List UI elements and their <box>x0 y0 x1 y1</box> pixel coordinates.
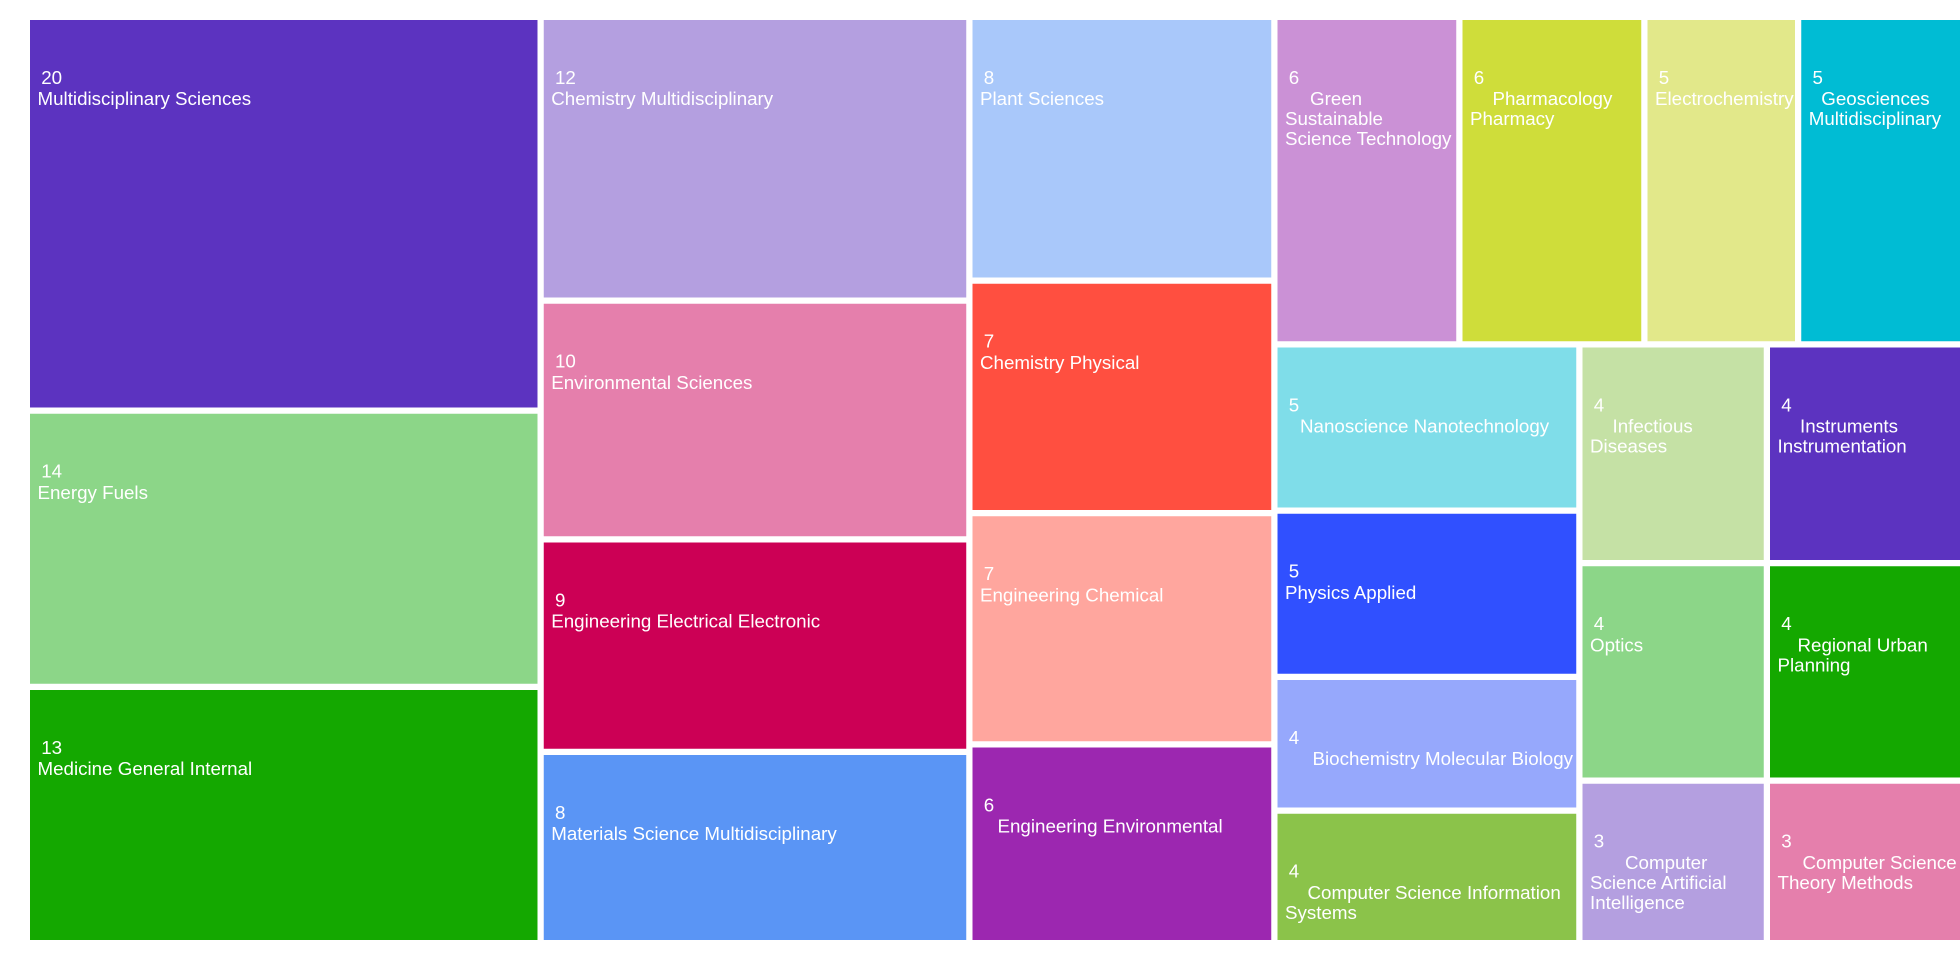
cell-value-label: 20 <box>41 67 63 89</box>
cell-category-label: Regional Urban Planning <box>1777 635 1928 677</box>
treemap-cell[interactable]: 4 Optics <box>1582 566 1764 778</box>
treemap-cell[interactable]: 5 Electrochemistry <box>1647 20 1795 342</box>
cell-category-label: Instruments Instrumentation <box>1777 416 1907 458</box>
cell-value-label: 3 <box>1593 831 1605 853</box>
cell-value-label: 4 <box>1288 727 1300 749</box>
cell-category-label: Pharmacology Pharmacy <box>1470 88 1613 130</box>
treemap-cell[interactable]: 4 Infectious Diseases <box>1582 347 1764 560</box>
cell-value-label: 13 <box>41 737 63 759</box>
cell-category-label: Multidisciplinary Sciences <box>37 88 252 110</box>
cell-category-label: Environmental Sciences <box>551 372 753 394</box>
cell-value-label: 4 <box>1593 395 1605 417</box>
cell-category-label: Nanoscience Nanotechnology <box>1300 416 1550 438</box>
treemap-cell[interactable]: 12 Chemistry Multidisciplinary <box>543 20 967 298</box>
cell-value-label: 14 <box>41 461 63 483</box>
treemap-cell[interactable]: 3 Computer Science Artificial Intelligenc… <box>1582 783 1764 940</box>
cell-value-label: 6 <box>1473 67 1485 89</box>
cell-value-label: 6 <box>1288 67 1300 89</box>
cell-value-label: 5 <box>1812 67 1823 89</box>
treemap-cell[interactable]: 7 Engineering Chemical <box>972 516 1272 742</box>
cell-value-label: 12 <box>555 67 576 89</box>
treemap-cell[interactable]: 4 Computer Science Information Systems <box>1277 813 1577 940</box>
treemap-cell[interactable]: 9 Engineering Electrical Electronic <box>543 542 967 749</box>
treemap-cell[interactable]: 4 Instruments Instrumentation <box>1770 347 1960 560</box>
cell-value-label: 4 <box>1593 613 1605 635</box>
treemap-cell[interactable]: 5 Nanoscience Nanotechnology <box>1277 347 1577 508</box>
cell-value-label: 3 <box>1781 831 1792 853</box>
cell-value-label: 8 <box>983 67 995 89</box>
treemap-cell[interactable]: 5 Geosciences Multidisciplinary <box>1801 20 1960 342</box>
cell-category-label: Engineering Electrical Electronic <box>551 611 821 633</box>
cell-category-label: Electrochemistry <box>1655 88 1794 110</box>
treemap-cell[interactable]: 4 Biochemistry Molecular Biology <box>1277 680 1577 808</box>
cell-category-label: Energy Fuels <box>37 482 148 504</box>
cell-category-label: Engineering Chemical <box>980 585 1164 607</box>
cell-value-label: 4 <box>1781 613 1792 635</box>
cell-value-label: 5 <box>1288 395 1300 417</box>
treemap-cell[interactable]: 13 Medicine General Internal <box>30 690 538 940</box>
cell-value-label: 7 <box>983 331 995 353</box>
treemap-cell[interactable]: 20 Multidisciplinary Sciences <box>30 20 538 408</box>
cell-category-label: Materials Science Multidisciplinary <box>551 823 837 845</box>
cell-category-label: Chemistry Multidisciplinary <box>551 88 774 110</box>
cell-value-label: 4 <box>1288 861 1300 883</box>
cell-value-label: 9 <box>555 590 566 612</box>
cell-value-label: 6 <box>983 795 995 817</box>
cell-category-label: Chemistry Physical <box>980 352 1140 374</box>
cell-value-label: 8 <box>555 802 566 824</box>
cell-category-label: Computer Science Theory Methods <box>1777 852 1957 894</box>
cell-category-label: Geosciences Multidisciplinary <box>1808 88 1942 130</box>
cell-value-label: 5 <box>1288 561 1300 583</box>
treemap-cell[interactable]: 14 Energy Fuels <box>30 413 538 684</box>
treemap-cell[interactable]: 4 Regional Urban Planning <box>1770 566 1960 778</box>
cell-category-label: Medicine General Internal <box>37 758 253 780</box>
cell-category-label: Optics <box>1590 635 1644 657</box>
cell-value-label: 5 <box>1658 67 1670 89</box>
cell-category-label: Computer Science Artificial Intelligence <box>1590 852 1727 914</box>
treemap-cell[interactable]: 6 Pharmacology Pharmacy <box>1462 20 1642 342</box>
treemap-cell[interactable]: 8 Plant Sciences <box>972 20 1272 278</box>
cell-value-label: 7 <box>983 563 995 585</box>
treemap-cell[interactable]: 6 Green Sustainable Science Technology <box>1277 20 1457 342</box>
treemap-cell[interactable]: 8 Materials Science Multidisciplinary <box>543 755 967 940</box>
cell-category-label: Biochemistry Molecular Biology <box>1312 748 1574 770</box>
cell-category-label: Plant Sciences <box>980 88 1105 110</box>
cell-value-label: 10 <box>555 351 576 373</box>
treemap-cell[interactable]: 3 Computer Science Theory Methods <box>1770 783 1960 940</box>
cell-category-label: Engineering Environmental <box>997 816 1223 838</box>
treemap-cell[interactable]: 6 Engineering Environmental <box>972 747 1272 940</box>
cell-category-label: Infectious Diseases <box>1590 416 1693 458</box>
cell-value-label: 4 <box>1781 395 1792 417</box>
cell-category-label: Green Sustainable Science Technology <box>1285 88 1452 150</box>
cell-category-label: Computer Science Information Systems <box>1285 882 1561 924</box>
treemap-cell[interactable]: 5 Physics Applied <box>1277 513 1577 674</box>
cell-category-label: Physics Applied <box>1285 582 1417 604</box>
treemap-cell[interactable]: 10 Environmental Sciences <box>543 303 967 537</box>
treemap-cell[interactable]: 7 Chemistry Physical <box>972 283 1272 510</box>
